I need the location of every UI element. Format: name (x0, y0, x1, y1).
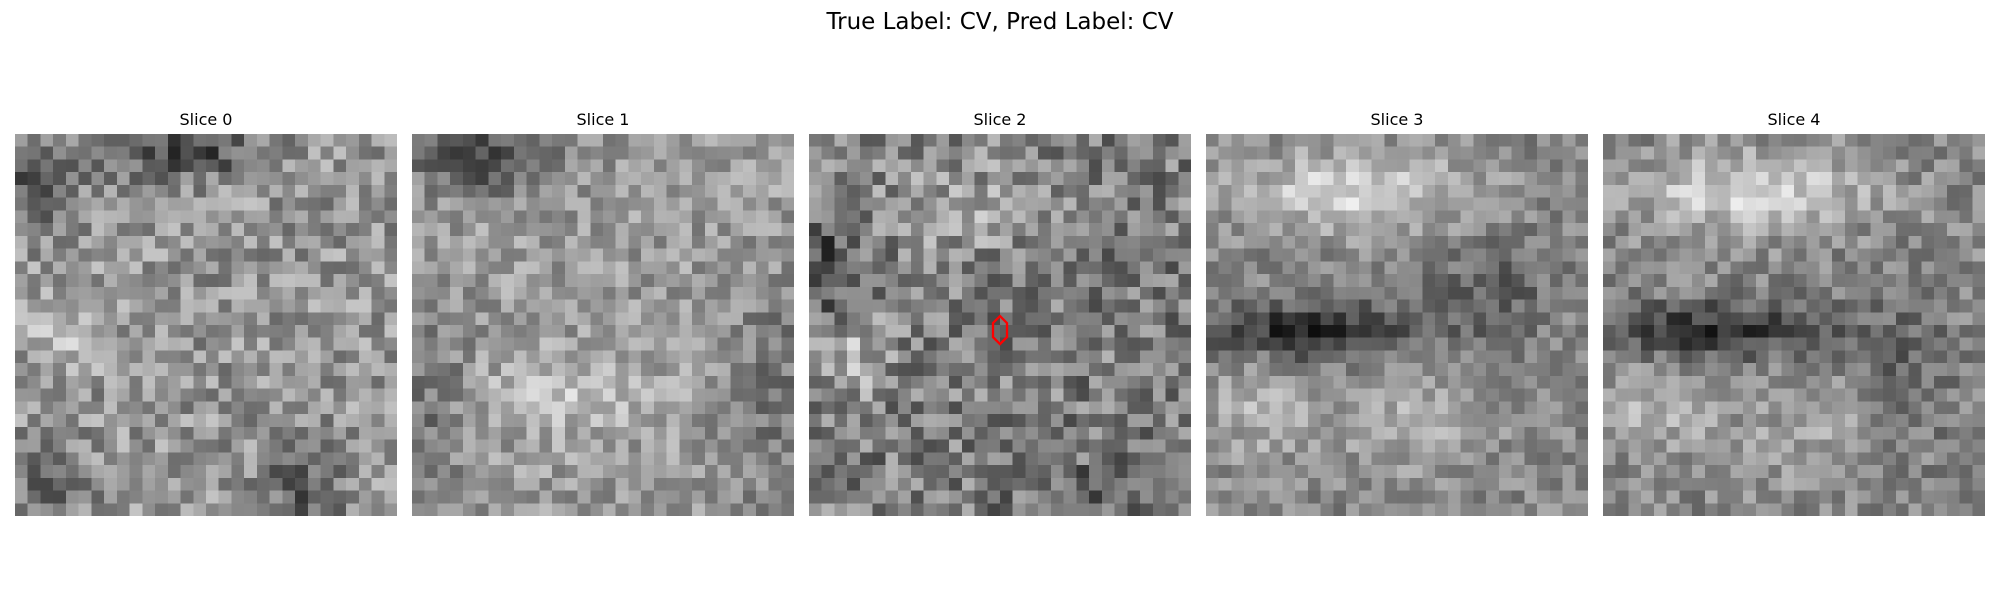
slice-2-title: Slice 2 (973, 110, 1027, 129)
slice-4-title: Slice 4 (1767, 110, 1821, 129)
slice-1-image (412, 134, 794, 516)
slice-1-pixels (412, 134, 794, 516)
slice-3-title: Slice 3 (1370, 110, 1424, 129)
slice-0-title: Slice 0 (179, 110, 233, 129)
slice-3-image (1206, 134, 1588, 516)
slice-0-pixels (15, 134, 397, 516)
figure-title: True Label: CV, Pred Label: CV (826, 9, 1174, 35)
slice-3-pixels (1206, 134, 1588, 516)
slice-4-image (1603, 134, 1985, 516)
slice-4-pixels (1603, 134, 1985, 516)
slice-1-title: Slice 1 (576, 110, 630, 129)
slice-0-image (15, 134, 397, 516)
detection-marker (991, 314, 1009, 346)
slice-2-pixels (809, 134, 1191, 516)
slice-2-image (809, 134, 1191, 516)
